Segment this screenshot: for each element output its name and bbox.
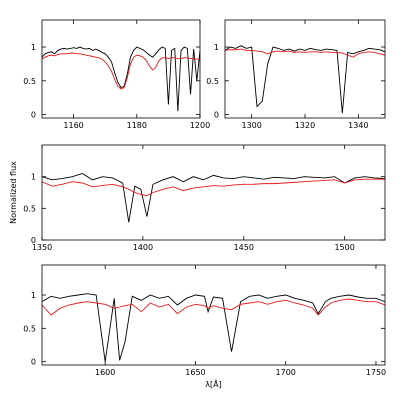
y-tick-label: 0 bbox=[31, 236, 36, 245]
x-tick-label: 1400 bbox=[133, 243, 153, 252]
spectrum-line bbox=[42, 178, 385, 197]
x-tick-label: 1200 bbox=[190, 121, 210, 130]
x-tick-label: 1600 bbox=[95, 368, 115, 377]
y-tick-label: 0 bbox=[214, 111, 219, 120]
spectrum-line bbox=[225, 48, 385, 58]
y-tick-label: 1 bbox=[31, 43, 36, 52]
x-tick-label: 1300 bbox=[241, 121, 261, 130]
y-tick-label: 1 bbox=[214, 43, 219, 52]
x-tick-label: 1180 bbox=[127, 121, 147, 130]
x-tick-label: 1350 bbox=[32, 243, 52, 252]
y-tick-label: 1 bbox=[31, 173, 36, 182]
x-tick-label: 1340 bbox=[348, 121, 368, 130]
spectrum-line bbox=[225, 45, 385, 114]
x-tick-label: 1160 bbox=[63, 121, 83, 130]
x-tick-label: 1650 bbox=[185, 368, 205, 377]
y-tick-label: 0.5 bbox=[23, 77, 36, 86]
y-tick-label: 0.5 bbox=[23, 204, 36, 213]
panel-frame bbox=[224, 19, 386, 119]
y-axis-label: Normalized flux bbox=[9, 161, 18, 224]
panel-frame bbox=[41, 144, 386, 241]
spectrum-line bbox=[42, 293, 385, 362]
y-tick-label: 0 bbox=[31, 358, 36, 367]
spectrum-line bbox=[42, 173, 385, 223]
y-tick-label: 0.5 bbox=[206, 77, 219, 86]
panel-frame bbox=[41, 264, 386, 366]
spectrum-line bbox=[42, 298, 385, 316]
x-tick-label: 1450 bbox=[234, 243, 254, 252]
spectrum-line bbox=[42, 46, 200, 112]
spectrum-line bbox=[42, 52, 200, 90]
y-tick-label: 1 bbox=[31, 291, 36, 300]
x-tick-label: 1500 bbox=[334, 243, 354, 252]
y-tick-label: 0.5 bbox=[23, 324, 36, 333]
x-tick-label: 1320 bbox=[295, 121, 315, 130]
x-axis-label: λ[Å] bbox=[205, 378, 221, 389]
x-tick-label: 1750 bbox=[366, 368, 386, 377]
y-tick-label: 0 bbox=[31, 111, 36, 120]
panel-frame bbox=[41, 19, 201, 119]
x-tick-label: 1700 bbox=[276, 368, 296, 377]
